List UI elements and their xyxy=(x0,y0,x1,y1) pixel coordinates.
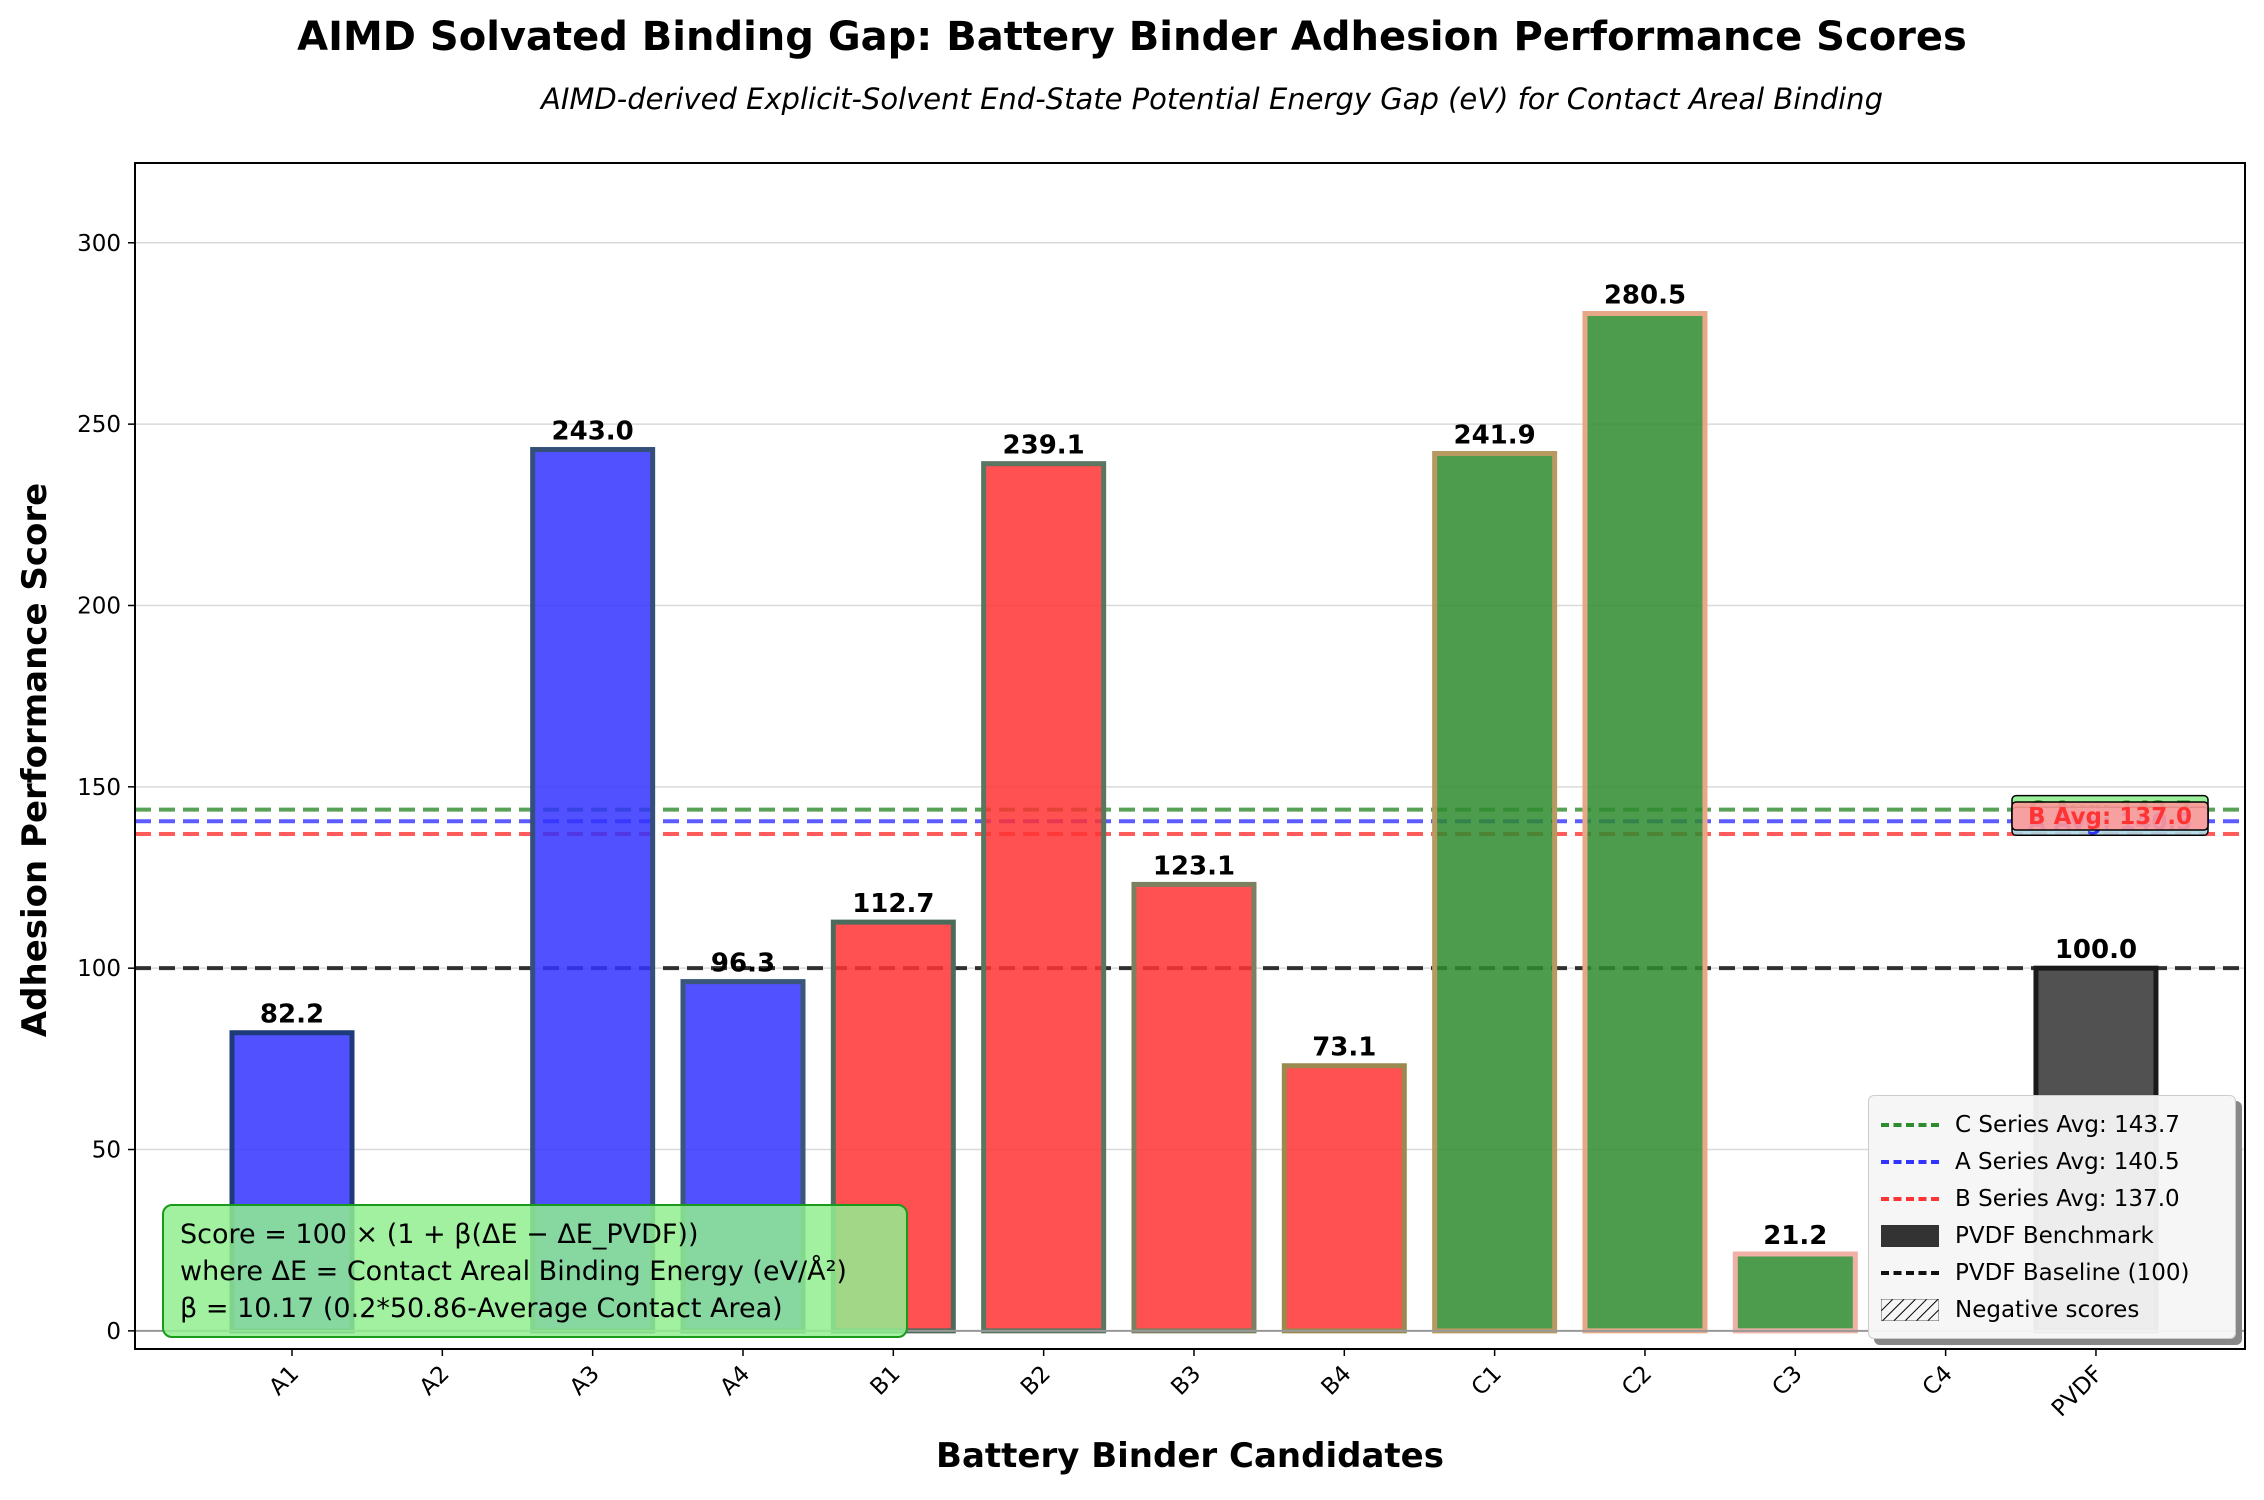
x-tick-label: C4 xyxy=(1918,1361,1958,1401)
legend-item-b-avg: B Series Avg: 137.0 xyxy=(1881,1180,2223,1217)
x-tick-label: A1 xyxy=(264,1361,304,1401)
average-label-b: B Avg: 137.0 xyxy=(2028,804,2192,830)
legend-dash-black xyxy=(1881,1262,1939,1284)
legend-label: Negative scores xyxy=(1955,1296,2140,1323)
formula-line-1: Score = 100 × (1 + β(ΔE − ΔE_PVDF)) xyxy=(180,1219,699,1250)
bar-value-label: 239.1 xyxy=(1003,431,1085,461)
bar-value-label: 21.2 xyxy=(1763,1221,1827,1251)
bar-value-label: 100.0 xyxy=(2055,935,2137,965)
y-tick-label: 200 xyxy=(77,593,121,619)
x-tick-label: PVDF xyxy=(2047,1361,2108,1422)
legend-item-baseline: PVDF Baseline (100) xyxy=(1881,1254,2223,1291)
bar-value-label: 243.0 xyxy=(552,417,634,447)
legend-label: PVDF Baseline (100) xyxy=(1955,1259,2190,1286)
x-tick-label: C3 xyxy=(1767,1361,1807,1401)
bar-b3 xyxy=(1131,881,1257,1334)
x-tick-label: A4 xyxy=(715,1361,755,1401)
bar-value-label: 241.9 xyxy=(1454,421,1536,451)
legend-label: C Series Avg: 143.7 xyxy=(1955,1111,2180,1138)
legend-dash-red xyxy=(1881,1188,1939,1210)
legend-item-a-avg: A Series Avg: 140.5 xyxy=(1881,1143,2223,1180)
legend-patch-dark xyxy=(1881,1224,1939,1247)
bar-value-label: 73.1 xyxy=(1312,1033,1376,1063)
legend-hatch-patch xyxy=(1881,1298,1939,1321)
y-tick-label: 150 xyxy=(77,775,121,801)
legend-dash-green xyxy=(1881,1114,1939,1136)
plot-frame xyxy=(134,162,2246,1350)
x-tick-label: B4 xyxy=(1317,1361,1357,1401)
chart-title: AIMD Solvated Binding Gap: Battery Binde… xyxy=(297,14,1967,60)
bar-b4 xyxy=(1281,1063,1407,1334)
y-tick-label: 50 xyxy=(92,1138,121,1164)
x-tick-label: A2 xyxy=(415,1361,455,1401)
average-lines xyxy=(135,807,2245,971)
x-tick-label: B1 xyxy=(866,1361,906,1401)
y-tick-label: 250 xyxy=(77,412,121,438)
x-tick-label: C1 xyxy=(1467,1361,1507,1401)
bar-value-label: 82.2 xyxy=(260,1000,324,1030)
formula-line-2: where ΔE = Contact Areal Binding Energy … xyxy=(180,1256,847,1287)
bar-c1 xyxy=(1432,451,1558,1334)
legend-item-c-avg: C Series Avg: 143.7 xyxy=(1881,1106,2223,1143)
y-tick-label: 0 xyxy=(106,1319,121,1345)
x-tick-label: C2 xyxy=(1617,1361,1657,1401)
bar-c3 xyxy=(1732,1251,1858,1334)
bar-value-label: 123.1 xyxy=(1153,851,1235,881)
formula-annotation: Score = 100 × (1 + β(ΔE − ΔE_PVDF)) wher… xyxy=(162,1204,908,1338)
bar-value-label: 112.7 xyxy=(852,889,934,919)
bar-value-label: 96.3 xyxy=(711,949,775,979)
bar-c2 xyxy=(1582,311,1708,1334)
chart-subtitle: AIMD-derived Explicit-Solvent End-State … xyxy=(541,82,1883,116)
y-tick-label: 100 xyxy=(77,956,121,982)
legend-label: A Series Avg: 140.5 xyxy=(1955,1148,2180,1175)
bar-value-labels: 82.2 243.0 96.3 112.7 239.1 123.1 73.1 241.9 280… xyxy=(260,281,2137,1251)
x-axis-label: Battery Binder Candidates xyxy=(936,1436,1444,1476)
legend-dash-blue xyxy=(1881,1151,1939,1173)
legend-label: B Series Avg: 137.0 xyxy=(1955,1185,2180,1212)
chart-legend: C Series Avg: 143.7 A Series Avg: 140.5 … xyxy=(1868,1095,2236,1339)
legend-item-pvdf-benchmark: PVDF Benchmark xyxy=(1881,1217,2223,1254)
bar-b2 xyxy=(981,461,1107,1334)
x-tick-label: B3 xyxy=(1166,1361,1206,1401)
y-tick-label: 300 xyxy=(77,231,121,257)
bar-value-label: 280.5 xyxy=(1604,281,1686,311)
formula-line-3: β = 10.17 (0.2*50.86-Average Contact Are… xyxy=(180,1293,783,1324)
legend-label: PVDF Benchmark xyxy=(1955,1222,2154,1249)
x-tick-label: A3 xyxy=(565,1361,605,1401)
legend-item-negative: Negative scores xyxy=(1881,1291,2223,1328)
bar-a3 xyxy=(530,447,656,1334)
x-tick-label: B2 xyxy=(1016,1361,1056,1401)
average-label-box xyxy=(2011,801,2209,831)
average-labels: C Avg: 143.7A Avg: 140.5B Avg: 137.0 xyxy=(2011,794,2209,837)
